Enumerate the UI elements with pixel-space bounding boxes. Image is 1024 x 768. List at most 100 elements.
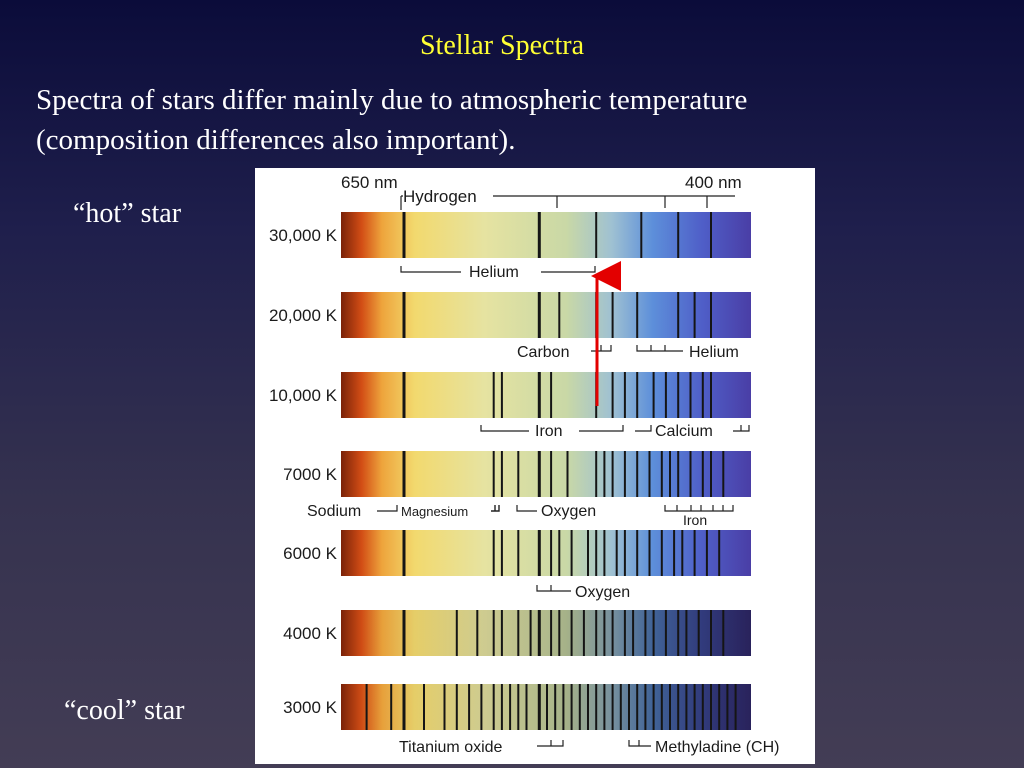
temperature-label: 4000 K xyxy=(283,624,338,643)
absorption-line xyxy=(636,292,639,338)
absorption-line xyxy=(468,684,471,730)
absorption-line xyxy=(705,530,708,576)
absorption-line xyxy=(726,684,729,730)
absorption-line xyxy=(652,610,655,656)
absorption-line xyxy=(537,610,541,656)
label-carbon: Carbon xyxy=(517,344,569,361)
spectrum-row: 10,000 K xyxy=(269,372,751,418)
absorption-line xyxy=(710,610,712,656)
absorption-line xyxy=(402,684,406,730)
absorption-line xyxy=(587,530,589,576)
absorption-line xyxy=(603,684,606,730)
temperature-label: 30,000 K xyxy=(269,226,338,245)
absorption-line xyxy=(710,212,712,258)
absorption-line xyxy=(640,212,643,258)
absorption-line xyxy=(500,610,503,656)
subtitle-line-1: Spectra of stars differ mainly due to at… xyxy=(36,84,748,116)
absorption-line xyxy=(636,530,639,576)
absorption-line xyxy=(677,292,680,338)
absorption-line xyxy=(537,684,541,730)
temperature-label: 3000 K xyxy=(283,698,338,717)
absorption-line xyxy=(669,684,671,730)
spectrum-band xyxy=(341,451,751,497)
absorption-line xyxy=(537,212,541,258)
absorption-line xyxy=(578,684,581,730)
temperature-label: 6000 K xyxy=(283,544,338,563)
temperature-label: 20,000 K xyxy=(269,306,338,325)
titanium-oxide-bracket xyxy=(537,740,564,747)
absorption-line xyxy=(652,684,655,730)
absorption-line xyxy=(669,451,671,497)
absorption-line xyxy=(517,610,520,656)
absorption-line xyxy=(710,292,712,338)
absorption-line xyxy=(710,372,712,418)
spectrum-row: 30,000 K xyxy=(269,212,751,258)
carbon-bracket xyxy=(591,345,612,352)
cool-star-label: “cool” star xyxy=(64,695,185,726)
absorption-line xyxy=(710,451,712,497)
absorption-line xyxy=(529,610,532,656)
spectrum-row: 7000 K xyxy=(283,451,751,497)
absorption-line xyxy=(664,372,667,418)
absorption-line xyxy=(517,451,520,497)
absorption-line xyxy=(517,530,520,576)
absorption-line xyxy=(677,610,680,656)
iron-small-bracket xyxy=(664,505,734,512)
absorption-line xyxy=(685,610,688,656)
absorption-line xyxy=(623,451,626,497)
absorption-line xyxy=(648,451,651,497)
absorption-line xyxy=(611,372,614,418)
absorption-line xyxy=(685,684,688,730)
absorption-line xyxy=(455,610,458,656)
absorption-line xyxy=(546,684,548,730)
absorption-line xyxy=(701,684,704,730)
absorption-line xyxy=(402,372,406,418)
absorption-line xyxy=(480,684,483,730)
absorption-line xyxy=(390,684,393,730)
absorption-line xyxy=(636,684,639,730)
absorption-line xyxy=(587,684,589,730)
absorption-line xyxy=(365,684,368,730)
absorption-line xyxy=(722,451,725,497)
spectrum-band xyxy=(341,372,751,418)
absorption-line xyxy=(660,530,663,576)
absorption-line xyxy=(550,530,553,576)
absorption-line xyxy=(537,530,541,576)
methyladine-bracket xyxy=(628,740,651,747)
sodium-bracket xyxy=(377,505,398,512)
subtitle-line-2: (composition differences also important)… xyxy=(36,124,516,156)
absorption-line xyxy=(648,530,651,576)
label-400nm: 400 nm xyxy=(685,173,742,192)
oxygen-mid-bracket xyxy=(516,505,537,512)
stellar-spectra-figure: 650 nm Hydrogen 400 nm 30,000 K 20,000 K 1… xyxy=(255,168,815,764)
absorption-line xyxy=(636,451,639,497)
iron-bracket xyxy=(480,425,652,432)
spectrum-shade xyxy=(341,610,751,656)
label-iron-small: Iron xyxy=(683,512,707,528)
absorption-line xyxy=(677,684,680,730)
absorption-line xyxy=(693,530,696,576)
spectrum-row: 6000 K xyxy=(283,530,751,576)
absorption-line xyxy=(697,610,700,656)
absorption-line xyxy=(402,292,406,338)
absorption-line xyxy=(595,212,598,258)
absorption-line xyxy=(402,610,406,656)
absorption-line xyxy=(402,212,406,258)
absorption-line xyxy=(443,684,446,730)
absorption-line xyxy=(570,530,573,576)
absorption-line xyxy=(693,684,696,730)
temperature-label: 7000 K xyxy=(283,465,338,484)
absorption-line xyxy=(701,372,704,418)
absorption-line xyxy=(509,684,512,730)
absorption-line xyxy=(550,610,553,656)
absorption-line xyxy=(492,684,495,730)
label-helium-right: Helium xyxy=(689,344,739,361)
absorption-line xyxy=(595,530,598,576)
absorption-line xyxy=(562,684,565,730)
label-hydrogen: Hydrogen xyxy=(403,187,477,206)
absorption-line xyxy=(595,684,598,730)
absorption-line xyxy=(644,684,647,730)
absorption-line xyxy=(734,684,737,730)
label-helium-top: Helium xyxy=(469,264,519,281)
absorption-line xyxy=(677,451,680,497)
